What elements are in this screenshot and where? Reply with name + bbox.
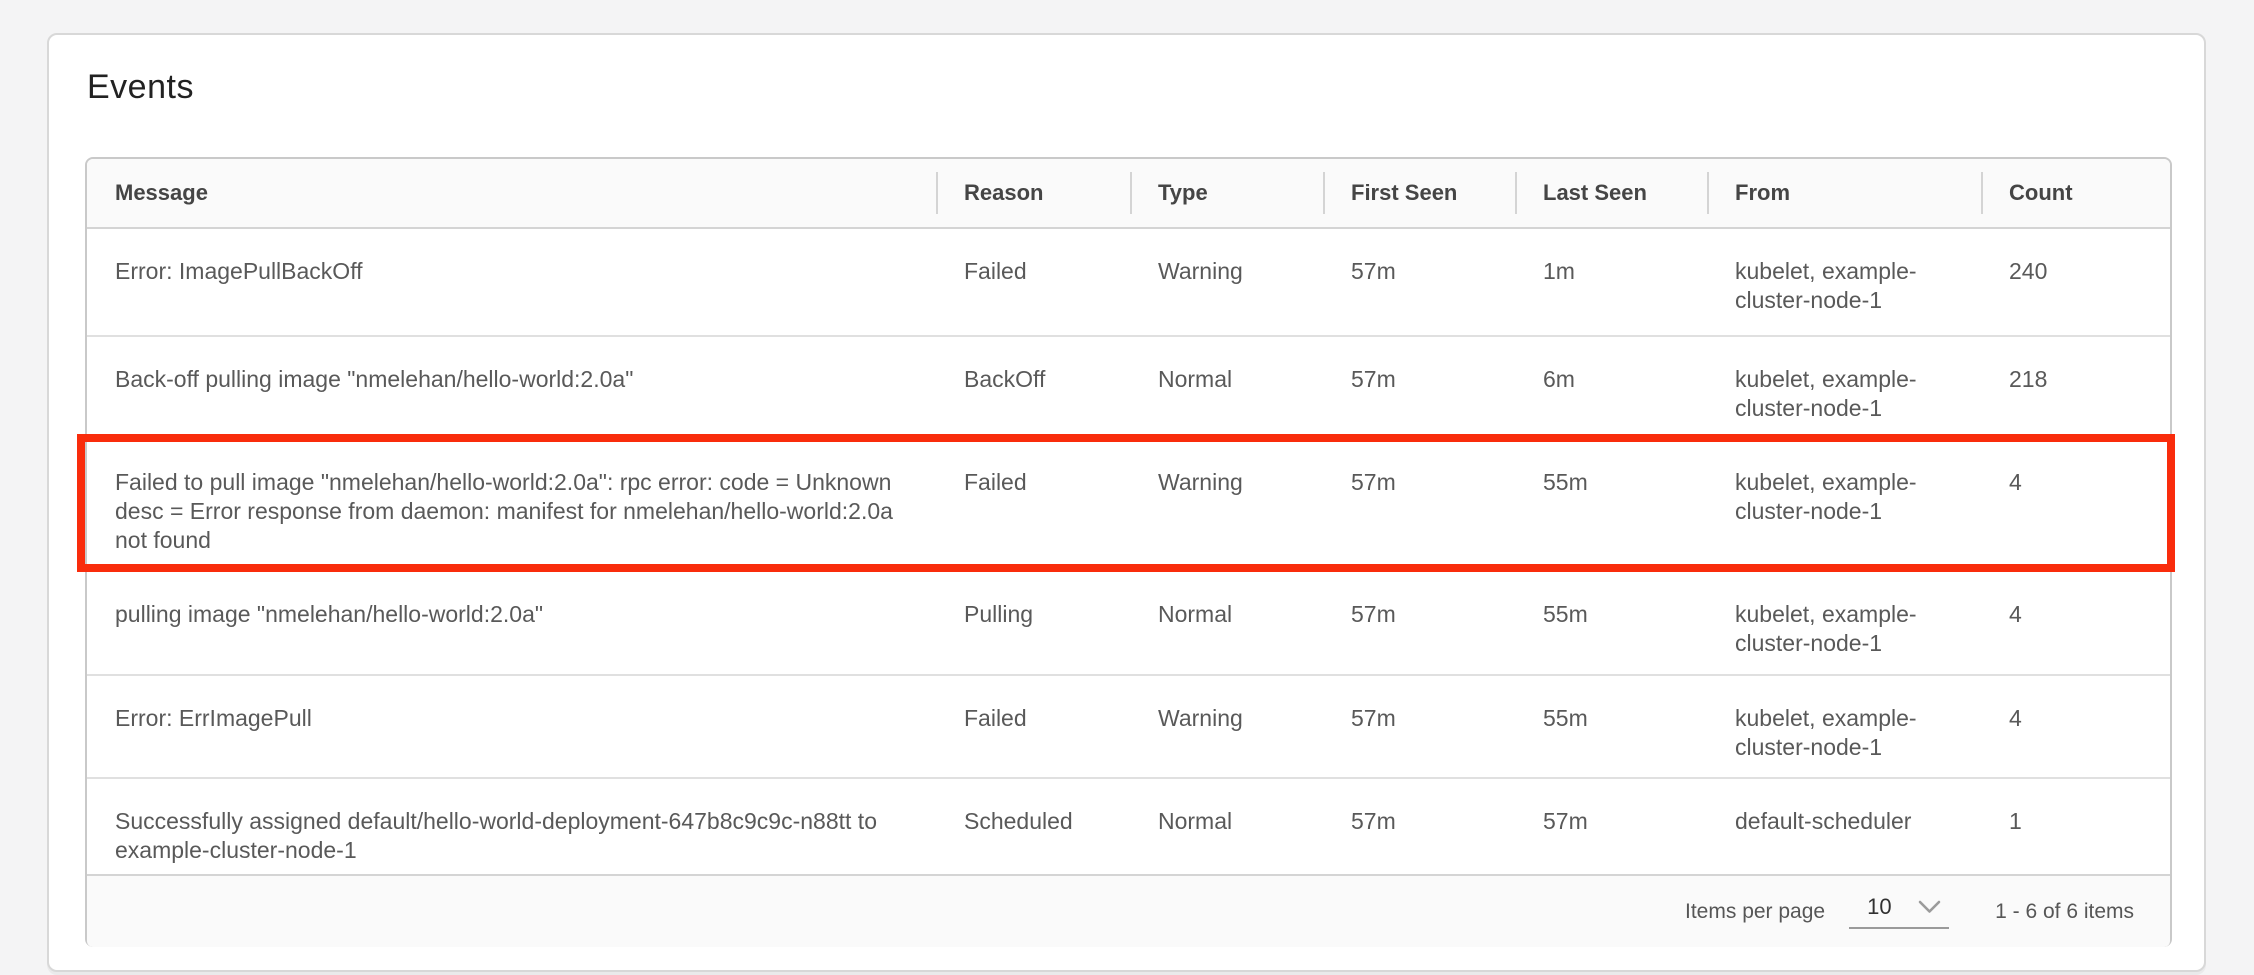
pagination-range: 1 - 6 of 6 items [1995,899,2134,923]
cell-message: Back-off pulling image "nmelehan/hello-w… [115,366,634,392]
cell-reason: Scheduled [964,808,1073,834]
cell-from: kubelet, example-cluster-node-1 [1735,601,1917,656]
cell-message: Error: ErrImagePull [115,705,312,731]
cell-first-seen: 57m [1351,469,1396,495]
cell-last-seen: 6m [1543,366,1575,392]
cell-count: 4 [2009,705,2022,731]
cell-from: kubelet, example-cluster-node-1 [1735,258,1917,313]
cell-last-seen: 55m [1543,601,1588,627]
cell-count: 4 [2009,601,2022,627]
cell-from: kubelet, example-cluster-node-1 [1735,469,1917,524]
table-row: Successfully assigned default/hello-worl… [87,777,2170,874]
cell-message: Successfully assigned default/hello-worl… [115,808,877,863]
cell-reason: Pulling [964,601,1034,627]
column-header-message: Message [115,180,208,205]
cell-first-seen: 57m [1351,258,1396,284]
cell-from: default-scheduler [1735,808,1912,834]
cell-reason: Failed [964,705,1027,731]
cell-last-seen: 57m [1543,808,1588,834]
cell-reason: Failed [964,258,1027,284]
column-header-last-seen: Last Seen [1515,158,1707,228]
column-header-type: Type [1130,158,1323,228]
cell-reason: Failed [964,469,1027,495]
cell-type: Warning [1158,705,1243,731]
column-header-from: From [1707,158,1981,228]
page-size-value: 10 [1867,894,1892,919]
events-card: Events Message Reason Type First Seen La… [47,33,2206,972]
events-table: Message Reason Type First Seen Last Seen… [77,157,2175,947]
cell-first-seen: 57m [1351,366,1396,392]
table-row-highlighted: Failed to pull image "nmelehan/hello-wor… [77,434,2175,572]
cell-type: Warning [1158,469,1243,495]
table-header-row: Message Reason Type First Seen Last Seen… [87,159,2170,229]
page-title: Events [87,68,194,106]
page-size-select[interactable]: 10 [1849,894,1950,929]
cell-reason: BackOff [964,366,1046,392]
table-row: Error: ErrImagePull Failed Warning 57m 5… [87,674,2170,777]
chevron-down-icon [1918,900,1941,913]
cell-message: pulling image "nmelehan/hello-world:2.0a… [115,601,544,627]
cell-type: Normal [1158,808,1233,834]
table-row: pulling image "nmelehan/hello-world:2.0a… [87,570,2170,674]
cell-last-seen: 55m [1543,705,1588,731]
cell-first-seen: 57m [1351,601,1396,627]
cell-message: Error: ImagePullBackOff [115,258,363,284]
table-footer: Items per page 10 1 - 6 of 6 items [87,874,2170,947]
cell-type: Normal [1158,366,1233,392]
cell-last-seen: 1m [1543,258,1575,284]
cell-count: 4 [2009,469,2022,495]
cell-count: 240 [2009,258,2048,284]
cell-type: Normal [1158,601,1233,627]
table-row: Error: ImagePullBackOff Failed Warning 5… [87,229,2170,335]
column-header-count: Count [1981,158,2170,228]
table-row: Back-off pulling image "nmelehan/hello-w… [87,335,2170,438]
cell-last-seen: 55m [1543,469,1588,495]
cell-count: 1 [2009,808,2022,834]
cell-count: 218 [2009,366,2048,392]
cell-first-seen: 57m [1351,705,1396,731]
items-per-page-label: Items per page [1685,899,1826,923]
table-body: Error: ImagePullBackOff Failed Warning 5… [77,229,2175,874]
column-header-reason: Reason [936,158,1130,228]
column-header-first-seen: First Seen [1323,158,1515,228]
cell-type: Warning [1158,258,1243,284]
cell-from: kubelet, example-cluster-node-1 [1735,366,1917,421]
cell-message: Failed to pull image "nmelehan/hello-wor… [115,469,893,553]
cell-from: kubelet, example-cluster-node-1 [1735,705,1917,760]
cell-first-seen: 57m [1351,808,1396,834]
